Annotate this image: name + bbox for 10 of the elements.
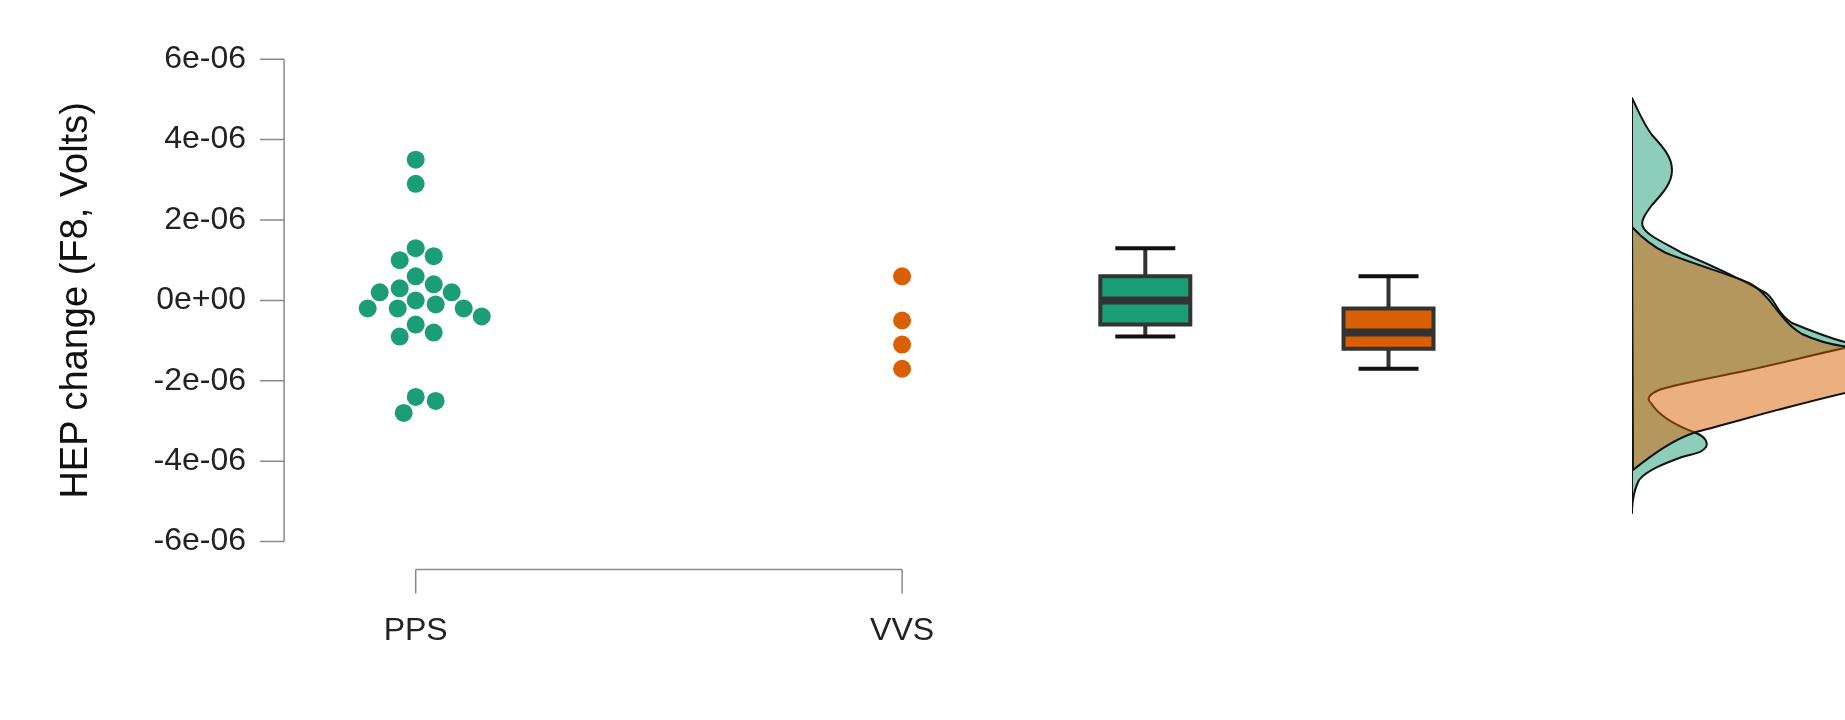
x-tick-label: VVS [870, 610, 935, 647]
y-tick-label: -4e-06 [153, 441, 247, 478]
y-axis-title: HEP change (F8, Volts) [53, 102, 96, 499]
y-tick-label: -6e-06 [153, 521, 247, 558]
y-tick-label: 4e-06 [164, 119, 247, 156]
y-tick-label: 0e+00 [156, 280, 247, 317]
y-tick-label: 2e-06 [164, 199, 247, 236]
y-tick-label: 6e-06 [164, 39, 247, 76]
y-tick-label: -2e-06 [153, 360, 247, 397]
x-tick-label: PPS [383, 610, 448, 647]
